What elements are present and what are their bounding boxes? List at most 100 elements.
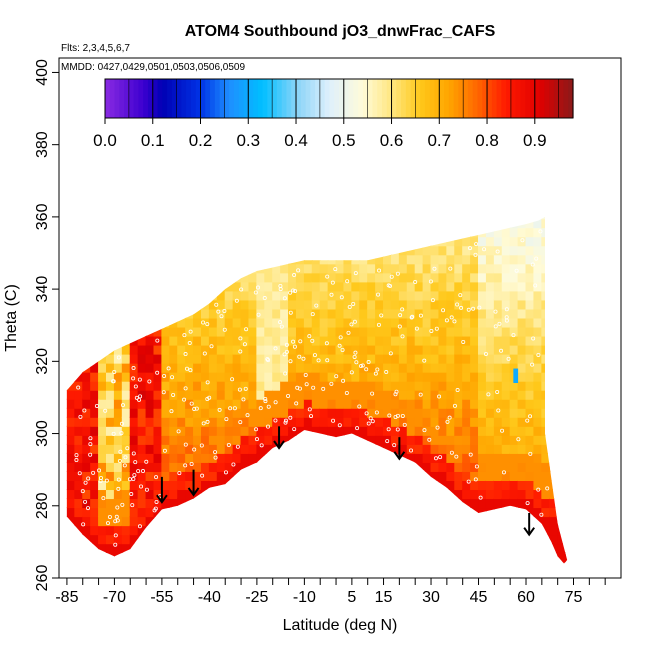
heatmap-cell bbox=[422, 480, 432, 491]
heatmap-cell bbox=[414, 534, 424, 545]
heatmap-cell bbox=[541, 489, 551, 500]
heatmap-cell bbox=[105, 227, 115, 238]
heatmap-cell bbox=[454, 398, 464, 409]
heatmap-cell bbox=[137, 507, 147, 518]
sample-point bbox=[345, 279, 350, 284]
colorbar-swatch bbox=[525, 79, 531, 118]
heatmap-cell bbox=[82, 290, 92, 301]
x-tick-label: -70 bbox=[103, 589, 126, 606]
heatmap-cell bbox=[359, 353, 369, 364]
heatmap-cell bbox=[98, 525, 107, 536]
heatmap-cell bbox=[272, 425, 282, 436]
sample-point bbox=[279, 324, 284, 329]
heatmap-cell bbox=[303, 216, 313, 220]
heatmap-cell bbox=[478, 480, 487, 491]
heatmap-cell bbox=[446, 272, 456, 283]
heatmap-cell bbox=[137, 308, 147, 319]
heatmap-cell bbox=[311, 335, 321, 346]
heatmap-cell bbox=[264, 362, 274, 373]
sample-point bbox=[122, 463, 127, 468]
heatmap-cell bbox=[430, 227, 440, 238]
heatmap-cell bbox=[240, 525, 250, 536]
heatmap-cell bbox=[240, 498, 250, 509]
sample-point bbox=[461, 339, 466, 344]
heatmap-cell bbox=[438, 245, 448, 256]
heatmap-cell bbox=[565, 227, 568, 238]
heatmap-cell bbox=[406, 335, 416, 346]
heatmap-cell bbox=[153, 326, 163, 337]
heatmap-cell bbox=[66, 216, 76, 220]
sample-point bbox=[447, 415, 452, 420]
heatmap-cell bbox=[375, 335, 385, 346]
heatmap-cell bbox=[98, 552, 107, 563]
heatmap-cell bbox=[478, 344, 487, 355]
heatmap-cell bbox=[398, 461, 408, 472]
sample-point bbox=[309, 414, 314, 419]
heatmap-cell bbox=[200, 561, 210, 564]
heatmap-cell bbox=[414, 227, 424, 238]
heatmap-cell bbox=[280, 461, 290, 472]
heatmap-cell bbox=[248, 552, 258, 563]
heatmap-cell bbox=[383, 353, 392, 364]
sample-point bbox=[117, 458, 122, 463]
heatmap-cell bbox=[216, 543, 226, 554]
heatmap-cell bbox=[525, 507, 535, 518]
heatmap-cell bbox=[351, 498, 361, 509]
heatmap-cell bbox=[517, 434, 527, 445]
heatmap-cell bbox=[533, 362, 543, 373]
heatmap-cell bbox=[295, 380, 305, 391]
heatmap-cell bbox=[232, 480, 242, 491]
heatmap-cell bbox=[549, 534, 559, 545]
heatmap-cell bbox=[414, 335, 424, 346]
heatmap-cell bbox=[177, 371, 187, 382]
heatmap-cell bbox=[240, 335, 250, 346]
heatmap-cell bbox=[145, 371, 155, 382]
heatmap-cell bbox=[533, 534, 543, 545]
heatmap-cell bbox=[470, 218, 480, 229]
heatmap-cell bbox=[153, 507, 163, 518]
heatmap-cell bbox=[422, 489, 432, 500]
heatmap-cell bbox=[406, 516, 416, 527]
sample-point bbox=[496, 408, 501, 413]
heatmap-cell bbox=[280, 353, 290, 364]
heatmap-cell bbox=[74, 543, 84, 554]
heatmap-cell bbox=[565, 461, 568, 472]
heatmap-cell bbox=[422, 218, 432, 229]
heatmap-cell bbox=[493, 335, 503, 346]
heatmap-cell bbox=[430, 452, 440, 463]
heatmap-cell bbox=[446, 227, 456, 238]
heatmap-cell bbox=[240, 461, 250, 472]
colorbar: 0.0 0.1 0.2 0.3 0.4 0.5 0.6 0.7 0.8 0.9 bbox=[93, 78, 574, 150]
sample-point bbox=[263, 399, 268, 404]
heatmap-cell bbox=[177, 218, 187, 229]
heatmap-cell bbox=[240, 371, 250, 382]
heatmap-cell bbox=[145, 552, 155, 563]
heatmap-cell bbox=[113, 525, 123, 536]
heatmap-cell bbox=[335, 407, 345, 418]
heatmap-cell bbox=[478, 507, 487, 518]
heatmap-cell bbox=[541, 552, 551, 563]
heatmap-cell bbox=[311, 389, 321, 400]
heatmap-cell bbox=[145, 480, 155, 491]
heatmap-cell bbox=[129, 317, 139, 328]
heatmap-cell bbox=[200, 344, 210, 355]
heatmap-cell bbox=[375, 254, 385, 265]
heatmap-cell bbox=[137, 434, 147, 445]
heatmap-cell bbox=[303, 299, 313, 310]
heatmap-cell bbox=[169, 353, 179, 364]
heatmap-cell bbox=[185, 561, 195, 564]
sample-point bbox=[384, 370, 389, 375]
heatmap-cell bbox=[129, 425, 139, 436]
heatmap-cell bbox=[272, 489, 282, 500]
heatmap-cell bbox=[533, 371, 543, 382]
heatmap-cell bbox=[438, 216, 448, 220]
heatmap-cell bbox=[414, 452, 424, 463]
heatmap-cell bbox=[208, 452, 218, 463]
sample-point bbox=[283, 371, 288, 376]
heatmap-cell bbox=[145, 344, 155, 355]
sample-point bbox=[329, 292, 334, 297]
heatmap-cell bbox=[169, 236, 179, 247]
heatmap-cell bbox=[161, 543, 171, 554]
heatmap-cell bbox=[454, 263, 464, 274]
heatmap-cell bbox=[288, 534, 297, 545]
